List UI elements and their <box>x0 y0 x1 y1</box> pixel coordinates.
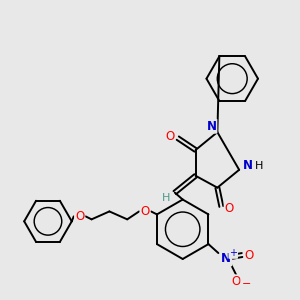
Text: N: N <box>243 159 253 172</box>
Text: O: O <box>232 275 241 288</box>
Text: O: O <box>75 210 84 223</box>
Text: N: N <box>206 120 216 133</box>
Text: O: O <box>225 202 234 215</box>
Text: N: N <box>221 253 231 266</box>
Text: O: O <box>244 248 254 262</box>
Text: H: H <box>255 161 263 171</box>
Text: −: − <box>242 279 251 289</box>
Text: O: O <box>165 130 174 142</box>
Text: +: + <box>229 248 237 258</box>
Text: O: O <box>140 205 150 218</box>
Text: H: H <box>162 193 170 202</box>
